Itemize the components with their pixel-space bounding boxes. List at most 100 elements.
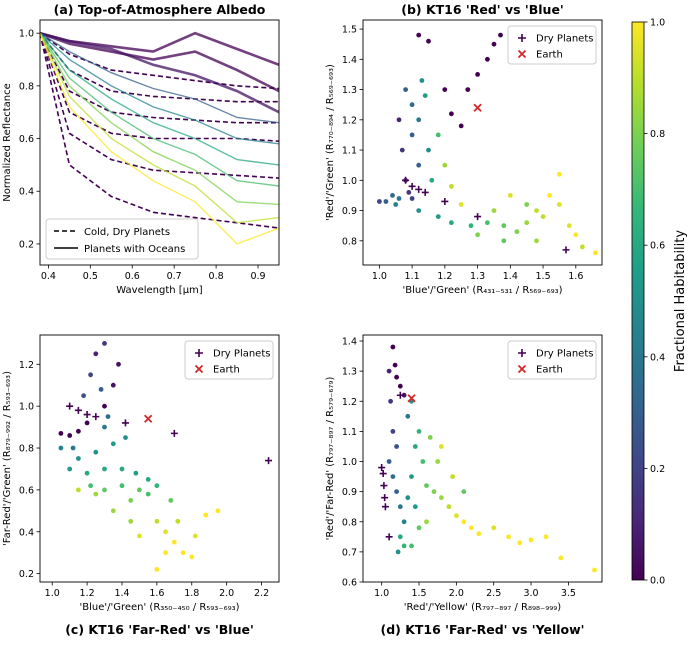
x-tick-label: 0.9: [250, 271, 265, 282]
planet-point: [524, 202, 530, 207]
planet-point: [485, 56, 490, 62]
y-tick-label: 1.4: [342, 55, 357, 66]
planet-point: [573, 232, 579, 238]
planet-point: [180, 550, 186, 556]
planet-point: [429, 177, 435, 183]
colorbar-tick-label: 0.8: [650, 129, 665, 140]
y-tick-label: 0.2: [19, 239, 34, 250]
dry-planet-marker: [381, 494, 389, 502]
planet-point: [102, 487, 107, 493]
planet-point: [491, 525, 497, 531]
planet-point: [133, 470, 139, 476]
legend-x-swatch: [517, 364, 527, 374]
planet-point: [475, 232, 480, 238]
planet-point: [102, 466, 107, 472]
planet-point: [422, 93, 428, 98]
dry-planet-marker: [441, 197, 449, 205]
x-tick-label: 3.5: [561, 588, 576, 599]
ocean-planet-line: [40, 32, 279, 206]
planet-point: [547, 193, 552, 198]
planet-point: [439, 495, 444, 501]
y-tick-label: 0.8: [342, 517, 357, 528]
planet-point: [105, 414, 111, 419]
axes-frame: [39, 19, 280, 266]
legend-plus-swatch: [518, 349, 526, 357]
planet-point: [491, 41, 497, 47]
y-tick-label: 0.6: [19, 134, 34, 145]
panel-d: 1.0 1.5 2.0 2.5 3.0 3.5 0.6 0.7 0.8 0.9 1.0 1.1 1.2 1…: [325, 334, 603, 637]
planet-point: [442, 162, 448, 168]
legend-box: [45, 218, 199, 260]
x-tick-label: 1.1: [405, 271, 420, 282]
planet-point: [540, 214, 546, 220]
planet-point: [390, 474, 396, 479]
y-axis-label: 'Red'/'Far-Red' (R₇₉₇₋₈₉₇ / R₅₇₉₋₆₇₉): [325, 377, 336, 541]
dry-planet-marker: [421, 188, 429, 196]
planet-point: [394, 374, 399, 380]
y-tick-label: 0.4: [19, 187, 34, 198]
colorbar: 0.0 0.2 0.4 0.6 0.8 1.0 Fractional Habitabilit…: [631, 18, 688, 587]
planet-point: [163, 550, 169, 556]
x-tick-label: 2.0: [219, 588, 234, 599]
planet-point: [543, 534, 549, 540]
planet-point: [396, 196, 402, 201]
planet-point: [524, 220, 530, 226]
planet-point: [406, 190, 412, 195]
dry-planet-marker: [381, 503, 389, 511]
dry-planet-marker: [415, 185, 423, 193]
planet-point: [171, 539, 177, 545]
planet-point: [534, 208, 539, 214]
planet-point: [409, 543, 414, 549]
planet-point: [416, 162, 422, 168]
planet-point: [137, 533, 142, 539]
dry-planet-line: [40, 32, 279, 103]
planet-point: [420, 459, 426, 464]
planet-point: [465, 87, 471, 92]
dry-planet-marker: [385, 533, 393, 541]
planet-point: [383, 199, 389, 204]
legend-plus-swatch: [518, 34, 526, 42]
axes-frame: [39, 334, 280, 583]
planet-point: [458, 123, 464, 129]
colorbar-bar: [631, 21, 645, 581]
y-tick-label: 1.1: [342, 146, 357, 157]
planet-point: [476, 531, 482, 537]
planet-point: [386, 459, 392, 464]
planet-point: [58, 431, 64, 436]
planet-point: [461, 519, 467, 525]
planet-point: [419, 78, 425, 83]
planet-point: [449, 184, 454, 189]
planet-point: [416, 117, 422, 123]
y-tick-label: 1.0: [342, 176, 357, 187]
plot-area: [40, 31, 279, 245]
planet-point: [116, 361, 121, 367]
y-tick-label: 1.0: [19, 402, 34, 413]
planet-point: [215, 508, 221, 514]
planet-point: [392, 362, 398, 368]
y-tick-label: 1.5: [342, 25, 357, 36]
planet-point: [93, 491, 99, 497]
planet-point: [102, 424, 107, 430]
legend: Cold, Dry Planets Planets with Oceans: [45, 218, 199, 260]
planet-point: [557, 202, 562, 207]
x-tick-label: 1.5: [411, 588, 426, 599]
planet-point: [67, 466, 73, 472]
dry-planet-marker: [379, 470, 387, 478]
legend-x-swatch: [517, 49, 527, 59]
legend-label: Cold, Dry Planets: [84, 227, 170, 238]
planet-point: [395, 549, 401, 555]
planet-point: [203, 512, 209, 518]
dry-planet-marker: [408, 182, 416, 190]
x-tick-label: 2.2: [254, 588, 269, 599]
y-tick-label: 0.2: [19, 569, 34, 580]
planet-point: [386, 368, 392, 374]
y-tick-label: 1.2: [19, 360, 34, 371]
legend-box: [184, 340, 274, 380]
x-tick-label: 0.8: [209, 271, 224, 282]
panel-b: 1.0 1.1 1.2 1.3 1.4 1.5 1.6 0.8 0.9 1.0 1.1 1.2 1.3 1…: [325, 2, 603, 296]
planet-point: [84, 470, 90, 476]
colorbar-tick-label: 0.4: [650, 352, 665, 363]
planet-point: [192, 533, 198, 539]
planet-point: [397, 504, 403, 510]
planet-point: [119, 483, 125, 489]
